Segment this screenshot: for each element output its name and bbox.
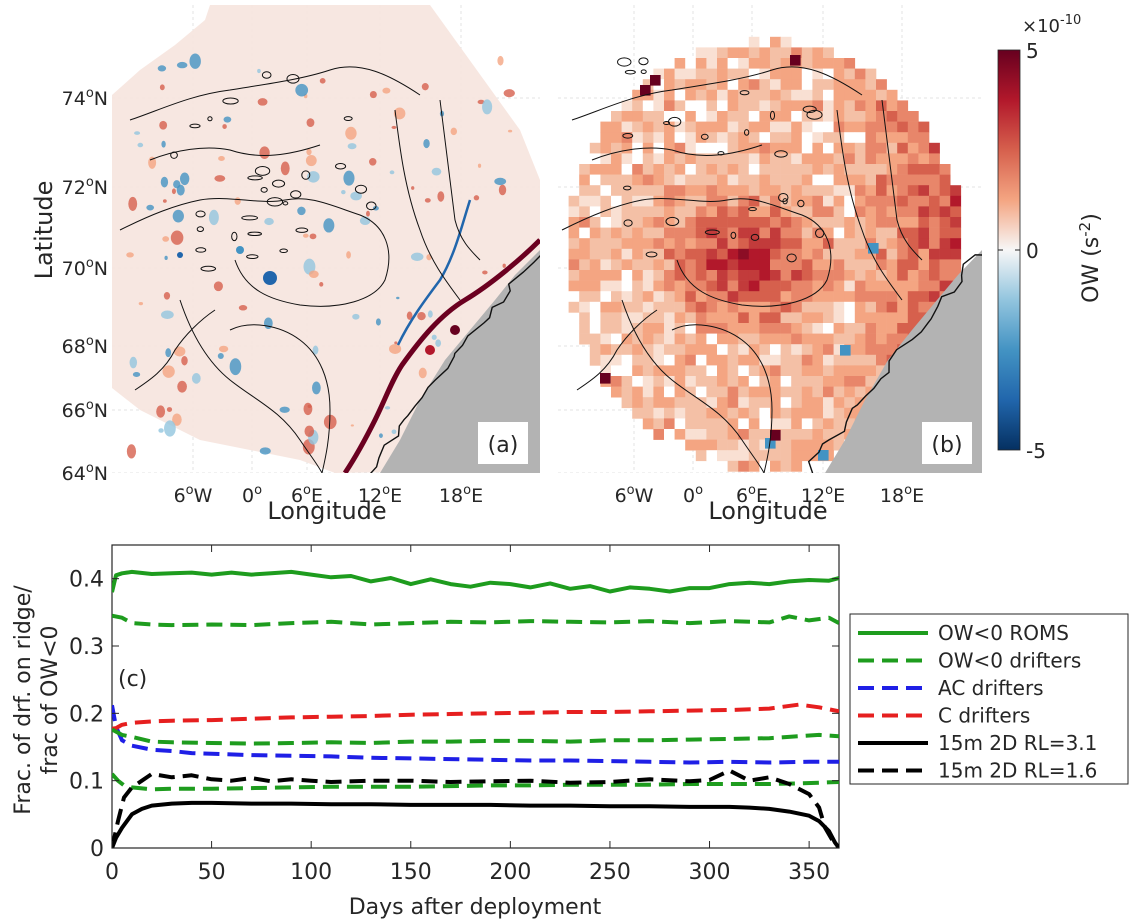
colorbar-exponent: ×10-10 — [1022, 13, 1081, 37]
legend-label: OW<0 drifters — [938, 649, 1081, 673]
map-b-land — [825, 250, 982, 473]
lon-tick-label: 0o — [242, 483, 262, 507]
lat-tick-label: 68oN — [62, 334, 108, 358]
x-axis-label: Days after deployment — [349, 895, 602, 920]
map-b-content — [558, 5, 982, 473]
x-tick-label: 150 — [390, 860, 432, 885]
y-axis-label-line-2: frac of OW<0 — [38, 625, 63, 774]
map-a-label-box — [478, 422, 528, 464]
y-tick-label: 0 — [90, 837, 104, 862]
colorbar-mid-label: 0 — [1026, 239, 1039, 263]
x-tick-label: 0 — [105, 860, 119, 885]
map-b-binned-ow-cells — [568, 36, 962, 472]
lon-tick-label: 6oE — [736, 483, 768, 507]
series-line-ow-0-drifters-lowest — [112, 772, 839, 792]
map-a-content — [112, 5, 540, 473]
panel-label-a: (a) — [488, 433, 519, 458]
x-tick-label: 200 — [489, 860, 531, 885]
legend-label: C drifters — [938, 704, 1030, 728]
lat-tick-label: 74oN — [62, 86, 108, 110]
map-b-bathymetry-contours — [561, 57, 982, 473]
x-tick-label: 50 — [198, 860, 226, 885]
colorbar: 5 0 -5 ×10-10 OW (s-2) — [997, 13, 1104, 463]
lon-tick-label: 6oW — [174, 483, 213, 507]
x-tick-label: 250 — [589, 860, 631, 885]
x-tick-label: 100 — [290, 860, 332, 885]
series-line-15m-2d-rl-1-6 — [112, 768, 839, 848]
panel-label-c: (c) — [118, 667, 147, 692]
y-tick-label: 0.2 — [69, 702, 104, 727]
map-y-axis-label: Latitude — [30, 181, 58, 280]
x-tick-label: 350 — [788, 860, 830, 885]
lat-tick-label: 70oN — [62, 256, 108, 280]
map-latitude-ticks: 74oN 72oN 70oN 68oN 66oN 64oN — [62, 86, 108, 485]
map-a-bathymetry-contours — [119, 66, 540, 473]
map-a-land — [380, 250, 540, 473]
y-tick-label: 0.1 — [69, 770, 104, 795]
map-a-shelf-front — [342, 238, 540, 473]
legend-label: 15m 2D RL=3.1 — [938, 731, 1097, 755]
map-panel-a: (a) — [112, 5, 540, 473]
lon-tick-label: 0o — [683, 483, 703, 507]
lon-tick-label: 12oE — [801, 483, 845, 507]
x-tick-label: 300 — [689, 860, 731, 885]
colorbar-label: OW (s-2) — [1076, 213, 1104, 303]
series-layer — [112, 569, 839, 848]
map-b-x-axis-label: Longitude — [708, 497, 827, 525]
legend: OW<0 ROMS OW<0 drifters AC drifters C drift… — [849, 613, 1129, 785]
y-axis-ticks: 0 0.1 0.2 0.3 0.4 — [69, 568, 839, 862]
line-chart-panel-c: 0 50 100 150 200 250 300 350 00.10.20.30.4 (c) … — [11, 544, 1129, 920]
lat-tick-label: 64oN — [62, 461, 108, 485]
legend-label: 15m 2D RL=1.6 — [938, 759, 1097, 783]
lon-tick-label: 6oW — [615, 483, 654, 507]
map-panel-b: (b) — [558, 5, 982, 473]
series-line-ow-0-drifters-lower — [112, 727, 839, 746]
lat-tick-label: 66oN — [62, 398, 108, 422]
panel-label-b: (b) — [931, 433, 962, 458]
lon-tick-label: 6oE — [291, 483, 323, 507]
map-a-x-axis-label: Longitude — [267, 497, 386, 525]
map-a-longitude-ticks: 6oW 0o 6oE 12oE 18oE — [174, 483, 484, 507]
y-tick-label: 0.3 — [69, 635, 104, 660]
lon-tick-label: 12oE — [358, 483, 402, 507]
map-b-longitude-ticks: 6oW 0o 6oE 12oE 18oE — [615, 483, 925, 507]
series-line-ac-drifters — [112, 704, 839, 765]
series-line-c-drifters — [112, 702, 839, 731]
lat-tick-label: 72oN — [62, 175, 108, 199]
colorbar-max-label: 5 — [1026, 39, 1039, 63]
legend-label: AC drifters — [938, 676, 1044, 700]
legend-box — [849, 613, 1129, 785]
y-axis-label: Frac. of drf. on ridge/ frac of OW<0 — [11, 585, 63, 815]
y-tick-label: 0.4 — [69, 568, 104, 593]
plot-area — [111, 544, 840, 849]
series-line-ow-0-roms — [112, 569, 839, 594]
lon-tick-label: 18oE — [439, 483, 483, 507]
map-a-front-blue — [396, 199, 472, 346]
series-line-ow-0-drifters — [112, 613, 839, 628]
x-axis-ticks: 0 50 100 150 200 250 300 350 — [105, 545, 830, 885]
map-b-label-box — [922, 422, 972, 464]
lon-tick-label: 18oE — [880, 483, 924, 507]
y-axis-label-line-1: Frac. of drf. on ridge/ — [11, 585, 36, 815]
series-line-15m-2d-rl-3-1 — [112, 800, 839, 848]
legend-label: OW<0 ROMS — [938, 621, 1069, 645]
colorbar-min-label: -5 — [1026, 439, 1046, 463]
map-a-eddy-features — [126, 53, 515, 459]
